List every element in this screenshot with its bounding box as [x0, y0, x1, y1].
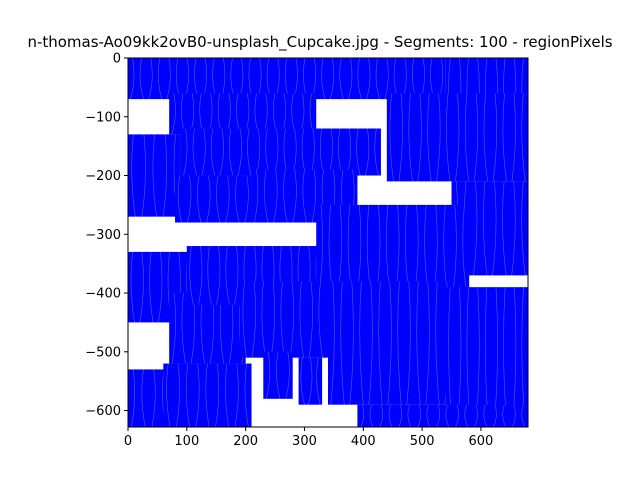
y-axis: 0 −100 −200 −300 −400 −500 −600 — [85, 52, 128, 419]
x-tick-label: 600 — [469, 434, 494, 449]
region-20 — [163, 363, 252, 427]
region-15 — [263, 351, 293, 399]
region-6 — [175, 175, 252, 223]
y-tick-label: −500 — [85, 345, 121, 360]
y-tick-label: −400 — [85, 287, 121, 302]
x-tick-label: 300 — [292, 434, 317, 449]
chart-title: n-thomas-Ao09kk2ovB0-unsplash_Cupcake.jp… — [27, 33, 613, 51]
region-21 — [357, 404, 528, 427]
region-19 — [128, 369, 170, 427]
y-tick-label: −200 — [85, 169, 121, 184]
region-13 — [316, 204, 470, 294]
region-5 — [180, 128, 381, 176]
x-tick-label: 400 — [351, 434, 376, 449]
region-17 — [328, 281, 452, 405]
y-tick-label: 0 — [113, 52, 121, 67]
region-1 — [128, 58, 446, 100]
x-tick-label: 200 — [233, 434, 258, 449]
x-axis: 0 100 200 300 400 500 600 — [124, 427, 493, 449]
x-tick-label: 100 — [174, 434, 199, 449]
data-regions — [128, 58, 528, 427]
region-3 — [169, 93, 317, 135]
x-tick-label: 500 — [410, 434, 435, 449]
region-16 — [298, 357, 323, 405]
y-tick-label: −600 — [85, 404, 121, 419]
region-4 — [128, 134, 181, 217]
y-tick-label: −300 — [85, 228, 121, 243]
y-tick-label: −100 — [85, 110, 121, 125]
region-8 — [386, 93, 528, 182]
axes-frame — [127, 57, 529, 428]
region-10 — [128, 251, 193, 323]
x-tick-label: 0 — [124, 434, 132, 449]
